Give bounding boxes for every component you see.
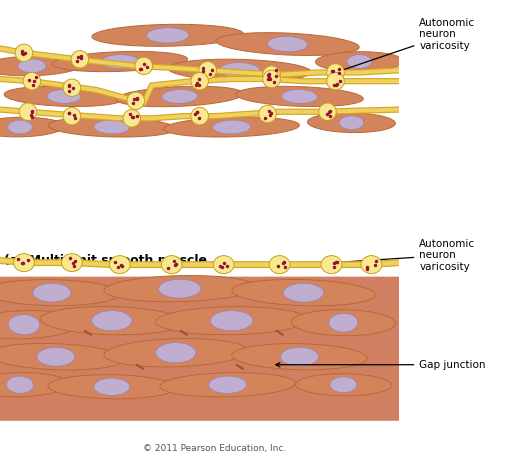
Ellipse shape: [37, 347, 75, 366]
Ellipse shape: [104, 339, 247, 367]
Ellipse shape: [339, 116, 364, 130]
Ellipse shape: [263, 66, 281, 83]
Ellipse shape: [135, 57, 153, 75]
Ellipse shape: [282, 90, 317, 103]
Ellipse shape: [63, 107, 81, 125]
Ellipse shape: [210, 311, 253, 331]
Ellipse shape: [110, 256, 130, 273]
Ellipse shape: [168, 59, 311, 81]
Text: Autonomic
neuron
varicosity: Autonomic neuron varicosity: [308, 238, 476, 272]
Text: (a) Multi-unit smooth muscle: (a) Multi-unit smooth muscle: [4, 254, 207, 267]
Ellipse shape: [361, 256, 382, 273]
Ellipse shape: [347, 55, 372, 68]
Ellipse shape: [94, 378, 130, 395]
Ellipse shape: [212, 120, 250, 134]
Ellipse shape: [164, 117, 300, 137]
Ellipse shape: [48, 375, 176, 399]
Ellipse shape: [321, 256, 342, 273]
Ellipse shape: [94, 120, 130, 134]
Ellipse shape: [159, 279, 201, 298]
Ellipse shape: [263, 70, 281, 88]
Ellipse shape: [8, 314, 39, 335]
Ellipse shape: [0, 311, 80, 339]
Ellipse shape: [40, 307, 184, 335]
Ellipse shape: [0, 373, 68, 397]
Text: © 2011 Pearson Education, Inc.: © 2011 Pearson Education, Inc.: [143, 444, 287, 453]
Ellipse shape: [23, 72, 41, 90]
Text: Autonomic
neuron
varicosity: Autonomic neuron varicosity: [339, 18, 476, 72]
FancyBboxPatch shape: [0, 277, 399, 421]
Ellipse shape: [160, 373, 295, 397]
Ellipse shape: [259, 105, 276, 123]
Ellipse shape: [52, 51, 187, 71]
Ellipse shape: [63, 79, 81, 96]
Ellipse shape: [146, 28, 189, 43]
Ellipse shape: [308, 113, 395, 132]
Ellipse shape: [216, 33, 359, 56]
Ellipse shape: [8, 120, 32, 134]
Ellipse shape: [220, 63, 260, 78]
Ellipse shape: [329, 313, 358, 332]
Ellipse shape: [14, 253, 34, 272]
Ellipse shape: [116, 86, 243, 107]
Ellipse shape: [4, 86, 124, 106]
Ellipse shape: [330, 377, 357, 393]
Ellipse shape: [327, 64, 344, 81]
Ellipse shape: [0, 344, 123, 370]
Ellipse shape: [19, 103, 37, 121]
Ellipse shape: [92, 311, 132, 331]
Ellipse shape: [156, 307, 308, 335]
Ellipse shape: [7, 376, 33, 394]
Ellipse shape: [236, 86, 364, 106]
Ellipse shape: [47, 90, 81, 103]
Ellipse shape: [161, 256, 182, 273]
Ellipse shape: [284, 283, 324, 302]
Ellipse shape: [101, 55, 139, 68]
Ellipse shape: [127, 92, 144, 110]
Ellipse shape: [61, 253, 82, 272]
Ellipse shape: [15, 44, 33, 61]
Ellipse shape: [318, 103, 336, 121]
Ellipse shape: [0, 279, 120, 306]
Ellipse shape: [291, 310, 395, 336]
Ellipse shape: [199, 61, 217, 79]
Ellipse shape: [162, 90, 198, 103]
Ellipse shape: [232, 344, 367, 370]
Ellipse shape: [48, 117, 176, 137]
Ellipse shape: [123, 110, 141, 127]
Ellipse shape: [18, 59, 46, 73]
Text: Gap junction: Gap junction: [276, 360, 486, 370]
Ellipse shape: [191, 107, 208, 125]
Ellipse shape: [33, 283, 71, 302]
Ellipse shape: [295, 374, 391, 396]
Ellipse shape: [214, 256, 234, 273]
Ellipse shape: [92, 24, 244, 46]
Ellipse shape: [71, 51, 89, 68]
Ellipse shape: [281, 347, 318, 366]
Ellipse shape: [327, 72, 344, 90]
Ellipse shape: [208, 376, 247, 394]
Ellipse shape: [156, 343, 196, 363]
Ellipse shape: [232, 279, 375, 306]
Ellipse shape: [191, 72, 208, 90]
Ellipse shape: [0, 56, 82, 76]
Ellipse shape: [104, 276, 255, 302]
Ellipse shape: [267, 36, 308, 52]
Ellipse shape: [315, 52, 403, 71]
Ellipse shape: [0, 117, 64, 137]
Ellipse shape: [269, 256, 290, 273]
